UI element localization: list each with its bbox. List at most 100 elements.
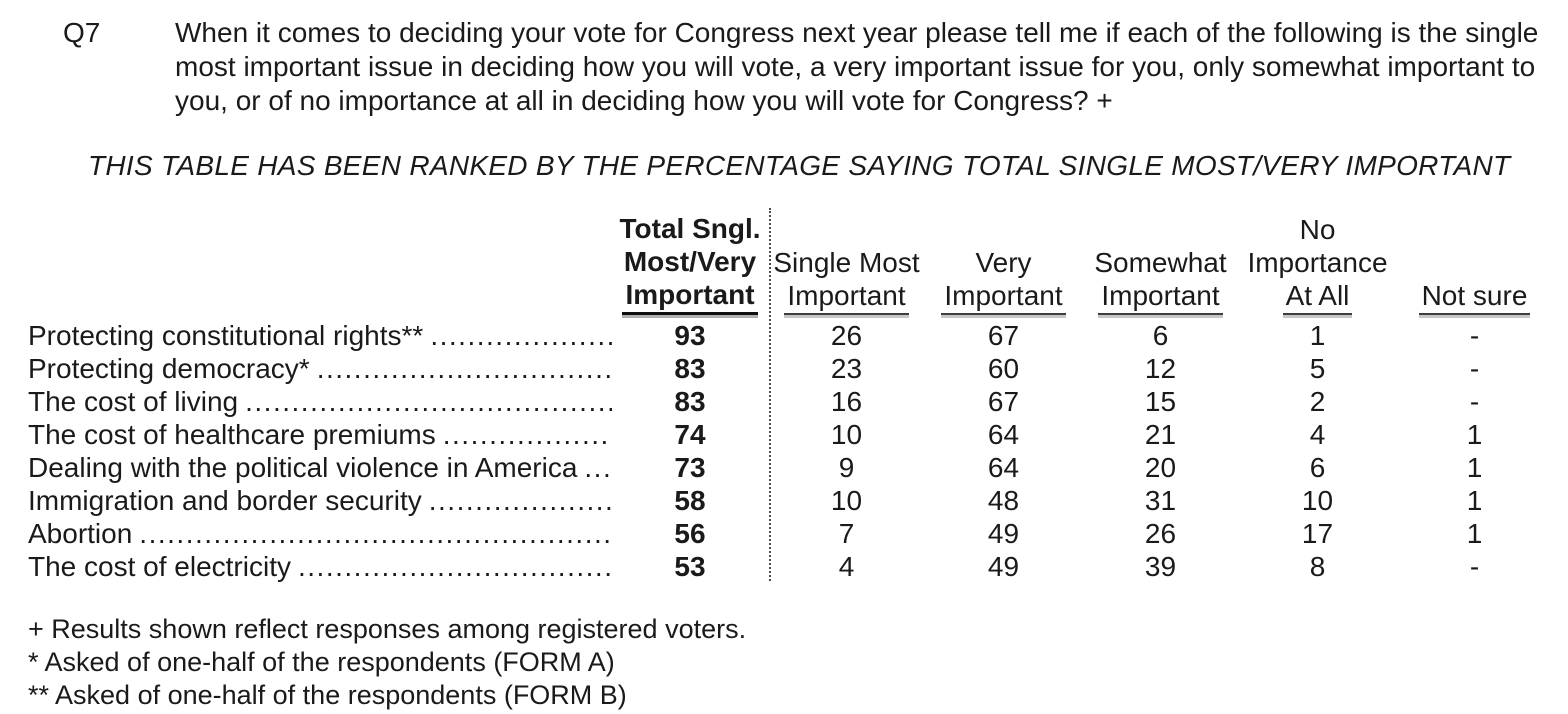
col-header-no-importance-at-all: No Importance At All [1239, 213, 1396, 315]
value-no-importance: 2 [1309, 386, 1326, 417]
value-not-sure: - [1469, 353, 1480, 384]
value-very: 67 [987, 386, 1020, 417]
col-header-not-sure: Not sure [1396, 279, 1553, 315]
table-row: Dealing with the political violence in A… [28, 451, 1555, 484]
row-label-cell: Immigration and border security [28, 484, 612, 517]
value-single-most: 4 [838, 551, 855, 582]
header-line: Total Sngl. [619, 213, 761, 244]
row-label-cell: Abortion [28, 517, 612, 550]
value-not-sure: 1 [1466, 452, 1483, 483]
value-single-most: 10 [830, 485, 863, 516]
row-label: The cost of living [28, 386, 239, 417]
value-no-importance: 4 [1309, 419, 1326, 450]
footnote-form-a: * Asked of one-half of the respondents (… [28, 647, 615, 677]
value-total: 74 [674, 419, 706, 450]
dotted-column-divider [769, 208, 771, 581]
dot-leader [577, 451, 612, 484]
value-somewhat: 31 [1144, 485, 1177, 516]
row-label: Dealing with the political violence in A… [28, 452, 578, 483]
row-label-cell: The cost of healthcare premiums [28, 418, 612, 451]
table-row: Protecting constitutional rights** 93 26… [28, 319, 1555, 352]
value-no-importance: 17 [1301, 518, 1334, 549]
question-text: When it comes to deciding your vote for … [175, 17, 1539, 116]
header-line-underlined: At All [1282, 279, 1353, 315]
row-label-cell: Dealing with the political violence in A… [28, 451, 612, 484]
row-label-cell: Protecting democracy* [28, 352, 612, 385]
rank-note: THIS TABLE HAS BEEN RANKED BY THE PERCEN… [88, 150, 1511, 181]
value-single-most: 26 [830, 320, 863, 351]
row-label-cell: The cost of electricity [28, 550, 612, 583]
value-no-importance: 10 [1301, 485, 1334, 516]
value-total: 83 [674, 386, 706, 417]
header-line: No [1299, 214, 1336, 245]
table-row: The cost of healthcare premiums 74 10 64… [28, 418, 1555, 451]
table-row: Protecting democracy* 83 23 60 12 5 - [28, 352, 1555, 385]
value-somewhat: 21 [1144, 419, 1177, 450]
header-line-underlined: Important [941, 279, 1066, 315]
header-line-underlined: Important [1098, 279, 1223, 315]
value-no-importance: 5 [1309, 353, 1326, 384]
footnote-form-b: ** Asked of one-half of the respondents … [28, 680, 627, 710]
table-row: Abortion 56 7 49 26 17 1 [28, 517, 1555, 550]
footnotes: + Results shown reflect responses among … [28, 613, 1568, 712]
row-label: The cost of electricity [28, 551, 291, 582]
value-very: 49 [987, 551, 1020, 582]
value-very: 64 [987, 419, 1020, 450]
value-not-sure: - [1469, 386, 1480, 417]
value-total: 73 [674, 452, 706, 483]
value-single-most: 7 [838, 518, 855, 549]
question-block: Q7 When it comes to deciding your vote f… [63, 16, 1568, 118]
value-single-most: 9 [838, 452, 855, 483]
value-not-sure: - [1469, 551, 1480, 582]
header-line-underlined: Important [784, 279, 909, 315]
dot-leader [436, 418, 612, 451]
dot-leader [310, 352, 612, 385]
results-table: Total Sngl. Most/Very Important Single M… [28, 208, 1555, 583]
value-very: 48 [987, 485, 1020, 516]
table-row: The cost of living 83 16 67 15 2 - [28, 385, 1555, 418]
row-label-cell: Protecting constitutional rights** [28, 319, 612, 352]
value-somewhat: 6 [1152, 320, 1169, 351]
col-header-very-important: Very Important [925, 246, 1082, 315]
header-line: Most/Very [623, 246, 757, 277]
value-no-importance: 1 [1309, 320, 1326, 351]
value-not-sure: 1 [1466, 419, 1483, 450]
value-not-sure: - [1469, 320, 1480, 351]
header-line-underlined: Not sure [1418, 279, 1531, 315]
value-not-sure: 1 [1466, 485, 1483, 516]
header-line-underlined: Important [622, 278, 758, 315]
row-label-cell: The cost of living [28, 385, 612, 418]
dot-leader [423, 319, 612, 352]
value-no-importance: 8 [1309, 551, 1326, 582]
value-somewhat: 15 [1144, 386, 1177, 417]
value-single-most: 10 [830, 419, 863, 450]
table-header-row: Total Sngl. Most/Very Important Single M… [28, 212, 1555, 319]
dot-leader [422, 484, 612, 517]
value-total: 56 [674, 518, 706, 549]
header-line: Somewhat [1094, 247, 1227, 278]
value-not-sure: 1 [1466, 518, 1483, 549]
dot-leader [238, 385, 612, 418]
row-label: The cost of healthcare premiums [28, 419, 436, 450]
value-total: 93 [674, 320, 706, 351]
value-very: 60 [987, 353, 1020, 384]
value-no-importance: 6 [1309, 452, 1326, 483]
dot-leader [291, 550, 612, 583]
col-header-somewhat-important: Somewhat Important [1082, 246, 1239, 315]
value-somewhat: 26 [1144, 518, 1177, 549]
value-somewhat: 20 [1144, 452, 1177, 483]
row-label: Protecting constitutional rights** [28, 320, 424, 351]
col-header-single-most-important: Single Most Important [768, 246, 925, 315]
value-very: 67 [987, 320, 1020, 351]
value-somewhat: 39 [1144, 551, 1177, 582]
table-row: The cost of electricity 53 4 49 39 8 - [28, 550, 1555, 583]
header-line: Very [975, 247, 1032, 278]
footnote-registered-voters: + Results shown reflect responses among … [28, 614, 747, 644]
value-total: 53 [674, 551, 706, 582]
question-number: Q7 [63, 17, 101, 48]
row-label: Abortion [28, 518, 133, 549]
value-total: 83 [674, 353, 706, 384]
dot-leader [132, 517, 612, 550]
row-label: Protecting democracy* [28, 353, 310, 384]
